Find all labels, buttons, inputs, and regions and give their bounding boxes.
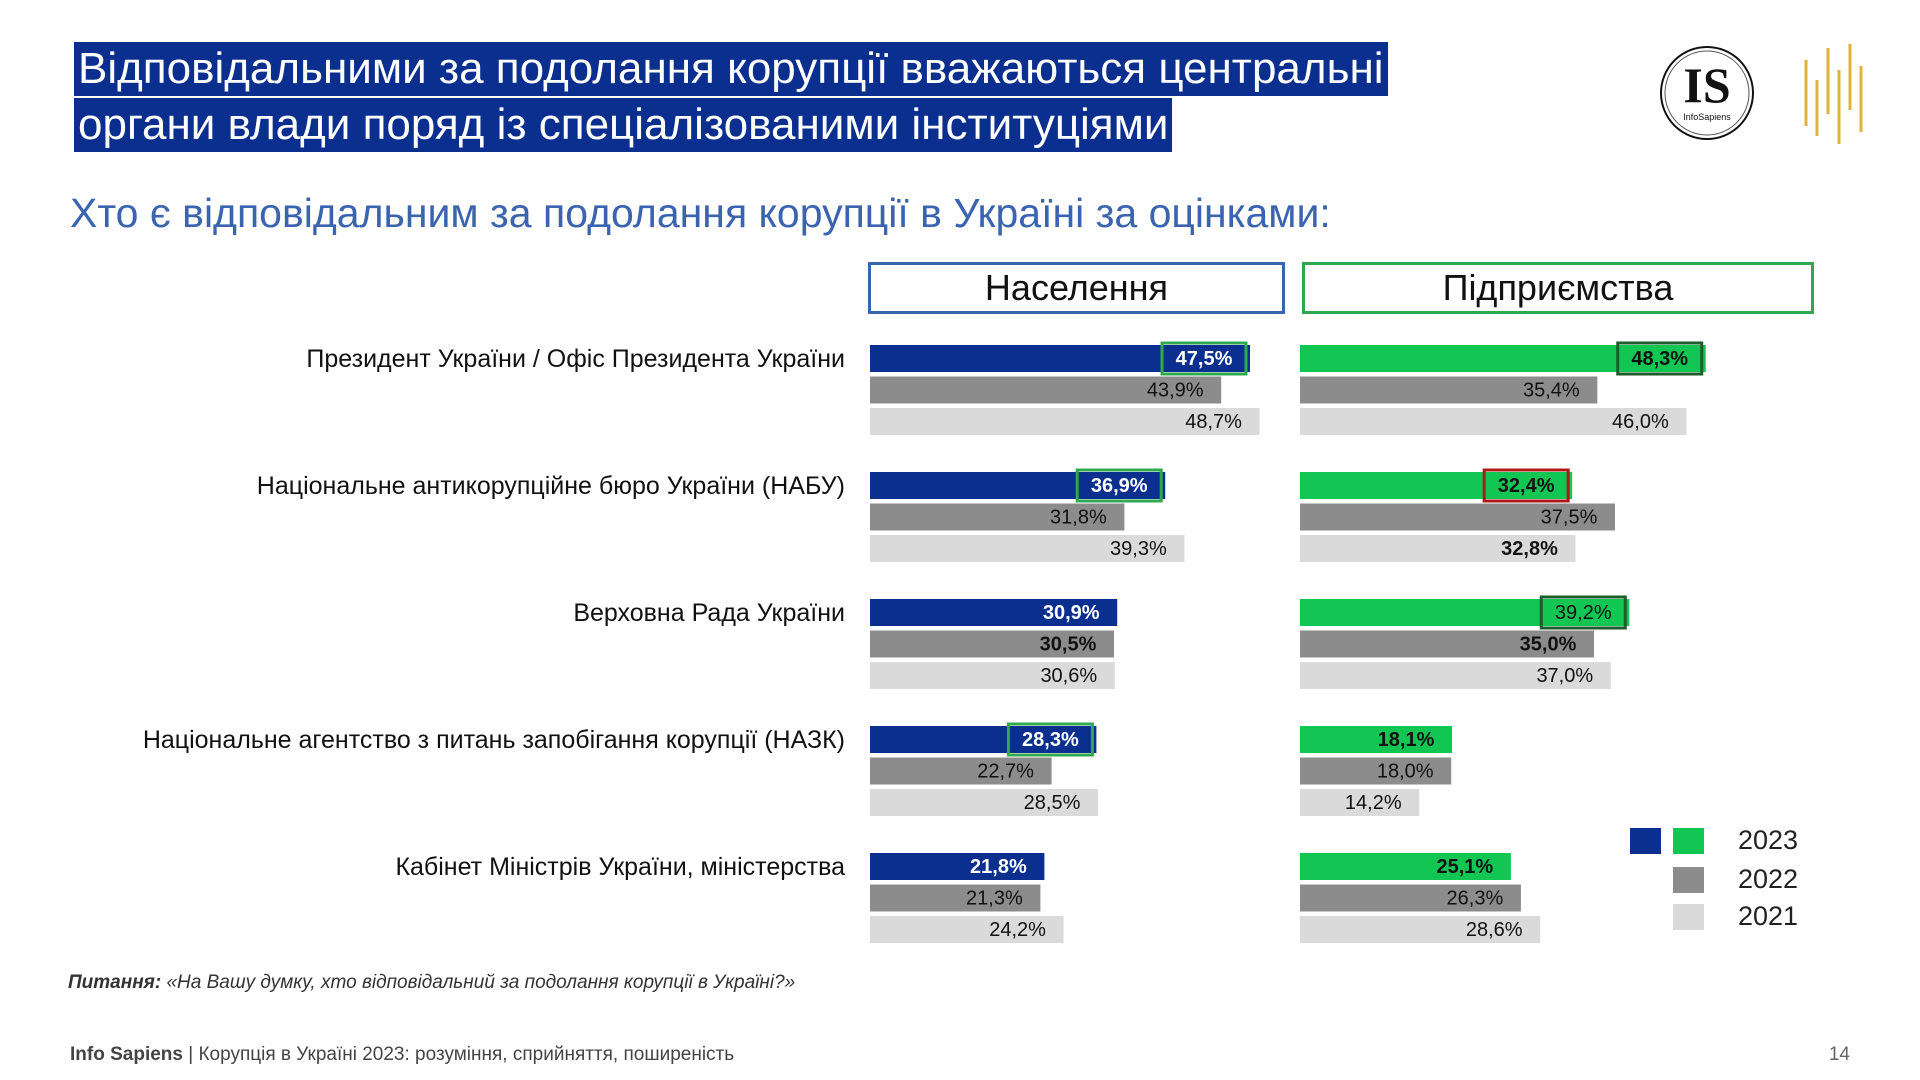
- data-label-population-cabinet-2023: 21,8%: [970, 856, 1027, 878]
- data-label-business-cabinet-2023: 25,1%: [1436, 856, 1493, 878]
- category-label-nabu: Національне антикорупційне бюро України …: [256, 472, 845, 500]
- legend-label-2021: 2021: [1738, 901, 1799, 931]
- footer-brand: Info Sapiens: [70, 1044, 183, 1065]
- slide-title: Відповідальними за подолання корупції вв…: [74, 42, 1388, 154]
- footer-text: | Корупція в Україні 2023: розуміння, сп…: [188, 1044, 735, 1065]
- data-label-business-nabu-2021: 32,8%: [1501, 538, 1558, 560]
- legend-swatch-2023-population: [1630, 828, 1661, 854]
- bar-population-nabu-2022: [870, 503, 1125, 531]
- data-label-business-president-2022: 35,4%: [1523, 380, 1580, 402]
- data-label-business-nabu-2023: 32,4%: [1498, 475, 1555, 497]
- data-label-business-nabu-2022: 37,5%: [1541, 507, 1598, 529]
- data-label-population-cabinet-2021: 24,2%: [989, 919, 1046, 941]
- question-prefix: Питання:: [68, 972, 162, 993]
- data-label-population-rada-2023: 30,9%: [1043, 602, 1100, 624]
- bar-population-rada-2023: [870, 599, 1118, 626]
- category-label-rada: Верховна Рада України: [573, 599, 845, 627]
- data-label-business-rada-2023: 39,2%: [1555, 602, 1612, 624]
- title-line-1: Відповідальними за подолання корупції вв…: [74, 42, 1388, 96]
- bar-population-cabinet-2023: [870, 853, 1045, 880]
- bar-population-nazk-2022: [870, 757, 1052, 785]
- data-label-business-rada-2021: 37,0%: [1536, 665, 1593, 687]
- data-label-population-president-2021: 48,7%: [1185, 411, 1242, 433]
- chart-subtitle: Хто є відповідальним за подолання корупц…: [70, 190, 1331, 236]
- data-label-business-rada-2022: 35,0%: [1520, 634, 1577, 656]
- data-label-population-nabu-2023: 36,9%: [1091, 475, 1148, 497]
- highlight-box-population-nazk: [1006, 722, 1094, 757]
- bar-business-nazk-2022: [1300, 757, 1452, 785]
- data-label-population-rada-2021: 30,6%: [1040, 665, 1097, 687]
- bar-business-nazk-2023: [1300, 726, 1453, 753]
- data-label-population-president-2023: 47,5%: [1176, 348, 1233, 370]
- data-label-population-nazk-2023: 28,3%: [1022, 729, 1079, 751]
- data-label-population-rada-2022: 30,5%: [1040, 634, 1097, 656]
- bar-business-rada-2023: [1300, 599, 1630, 626]
- footer: Info Sapiens | Корупція в Україні 2023: …: [70, 1044, 734, 1066]
- bar-business-nazk-2021: [1300, 789, 1420, 816]
- page-number: 14: [1828, 1044, 1850, 1065]
- data-label-population-president-2022: 43,9%: [1147, 380, 1204, 402]
- bar-population-nazk-2023: [870, 726, 1097, 753]
- category-label-cabinet: Кабінет Міністрів України, міністерства: [395, 853, 845, 881]
- category-label-nazk: Національне агентство з питань запобіган…: [142, 726, 845, 754]
- data-label-population-nazk-2022: 22,7%: [977, 761, 1034, 783]
- data-label-business-nazk-2022: 18,0%: [1377, 761, 1434, 783]
- highlight-box-business-rada: [1539, 595, 1627, 630]
- bar-business-nabu-2023: [1300, 472, 1573, 499]
- data-label-population-nabu-2022: 31,8%: [1050, 507, 1107, 529]
- logo-is-text: IS: [1683, 57, 1730, 113]
- bar-population-rada-2022: [870, 630, 1114, 658]
- bar-population-president-2023: [870, 345, 1250, 372]
- bar-population-president-2021: [870, 408, 1260, 435]
- bar-business-president-2021: [1300, 408, 1687, 435]
- bar-population-nabu-2021: [870, 535, 1185, 562]
- brand-lines-icon: [1804, 44, 1863, 144]
- data-label-population-cabinet-2022: 21,3%: [966, 888, 1023, 910]
- bar-population-president-2022: [870, 376, 1222, 404]
- panel-header-population: Населення: [868, 262, 1285, 314]
- bar-business-rada-2021: [1300, 662, 1611, 689]
- infosapiens-logo: IS InfoSapiens: [1660, 46, 1754, 140]
- legend-label-2023: 2023: [1738, 825, 1799, 855]
- bar-population-nabu-2023: [870, 472, 1166, 499]
- data-label-business-president-2023: 48,3%: [1631, 348, 1688, 370]
- question-text: «На Вашу думку, хто відповідальний за по…: [166, 972, 796, 993]
- data-label-business-cabinet-2022: 26,3%: [1447, 888, 1504, 910]
- data-label-population-nabu-2021: 39,3%: [1110, 538, 1167, 560]
- bar-population-nazk-2021: [870, 789, 1098, 816]
- bar-business-president-2022: [1300, 376, 1598, 404]
- highlight-box-business-nabu: [1482, 468, 1570, 503]
- highlight-box-population-nabu: [1075, 468, 1163, 503]
- data-label-business-cabinet-2021: 28,6%: [1466, 919, 1523, 941]
- bar-business-cabinet-2021: [1300, 916, 1541, 943]
- survey-question: Питання: «На Вашу думку, хто відповідаль…: [68, 972, 795, 994]
- data-label-business-nazk-2023: 18,1%: [1378, 729, 1435, 751]
- data-label-business-nazk-2021: 14,2%: [1345, 792, 1402, 814]
- logo-caption: InfoSapiens: [1683, 112, 1731, 122]
- panel-header-business: Підприємства: [1302, 262, 1814, 314]
- data-label-population-nazk-2021: 28,5%: [1024, 792, 1081, 814]
- legend-label-2022: 2022: [1738, 864, 1799, 894]
- bar-business-president-2023: [1300, 345, 1706, 372]
- legend-swatch-2022: [1673, 867, 1704, 893]
- bar-population-cabinet-2021: [870, 916, 1064, 943]
- legend-swatch-2023-business: [1673, 828, 1704, 854]
- data-label-business-president-2021: 46,0%: [1612, 411, 1669, 433]
- bar-business-cabinet-2022: [1300, 884, 1521, 912]
- title-line-2: органи влади поряд із спеціалізованими і…: [74, 98, 1173, 152]
- legend-swatch-2021: [1673, 904, 1704, 930]
- bar-business-rada-2022: [1300, 630, 1594, 658]
- bar-business-nabu-2022: [1300, 503, 1615, 531]
- category-label-president: Президент України / Офіс Президента Укра…: [306, 345, 845, 373]
- highlight-box-business-president: [1616, 341, 1704, 376]
- highlight-box-population-president: [1160, 341, 1248, 376]
- bar-business-cabinet-2023: [1300, 853, 1511, 880]
- bar-population-cabinet-2022: [870, 884, 1041, 912]
- bar-population-rada-2021: [870, 662, 1115, 689]
- bar-business-nabu-2021: [1300, 535, 1576, 562]
